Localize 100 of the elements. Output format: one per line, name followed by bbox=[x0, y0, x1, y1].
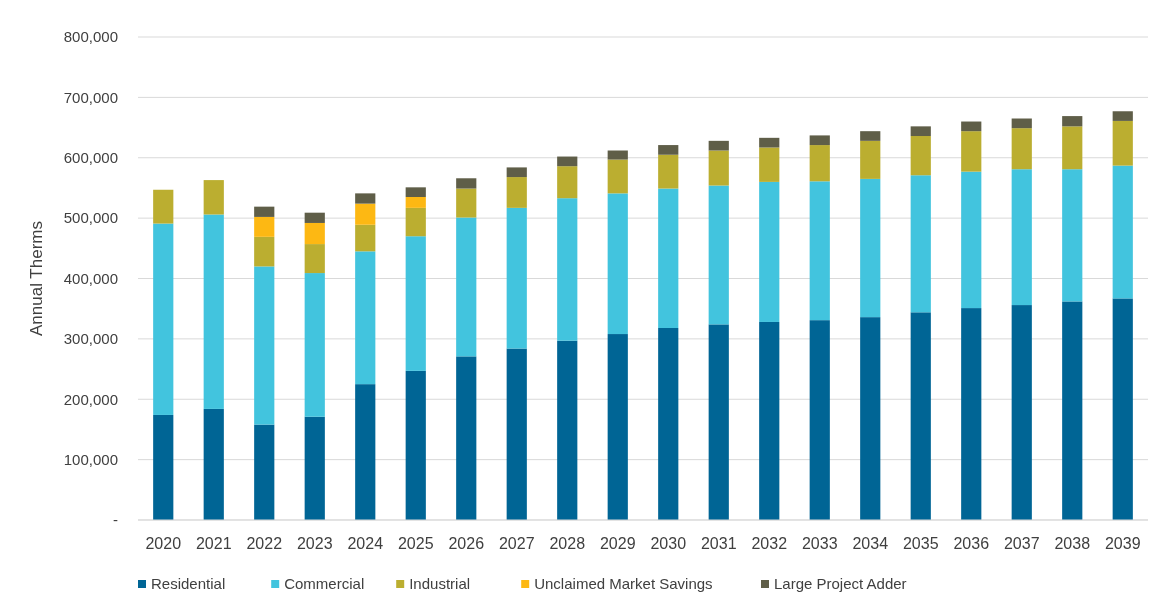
bar bbox=[708, 324, 729, 520]
bar bbox=[809, 145, 830, 182]
bar bbox=[1062, 301, 1083, 520]
bar bbox=[355, 384, 376, 520]
bar bbox=[506, 167, 527, 178]
x-tick-label: 2037 bbox=[1003, 535, 1040, 552]
bar bbox=[607, 193, 628, 335]
bar bbox=[658, 328, 679, 520]
bar bbox=[304, 212, 325, 223]
x-tick-label: 2023 bbox=[296, 535, 333, 552]
bar bbox=[910, 136, 931, 176]
bar bbox=[355, 203, 376, 225]
bar bbox=[809, 135, 830, 146]
bar bbox=[557, 198, 578, 341]
bar bbox=[405, 196, 426, 208]
bar bbox=[1011, 169, 1032, 306]
y-tick-label: 400,000 bbox=[63, 269, 118, 287]
bar bbox=[860, 178, 881, 318]
bar bbox=[1062, 116, 1083, 127]
bar bbox=[254, 216, 275, 237]
bar bbox=[961, 171, 982, 309]
legend-label: Residential bbox=[151, 575, 226, 592]
bar bbox=[405, 370, 426, 520]
y-tick-label: - bbox=[113, 511, 118, 529]
bar bbox=[153, 414, 174, 520]
bar bbox=[860, 317, 881, 520]
bar bbox=[203, 408, 224, 520]
bar bbox=[1011, 128, 1032, 170]
bar bbox=[1112, 165, 1133, 299]
bar bbox=[759, 181, 780, 322]
x-tick-label: 2022 bbox=[246, 535, 283, 552]
bar bbox=[1112, 120, 1133, 166]
bar bbox=[456, 188, 477, 218]
x-tick-label: 2025 bbox=[397, 535, 434, 552]
x-tick-label: 2027 bbox=[498, 535, 535, 552]
bar bbox=[304, 273, 325, 417]
x-tick-label: 2030 bbox=[650, 535, 687, 552]
bar bbox=[405, 187, 426, 197]
bar bbox=[153, 223, 174, 415]
bar bbox=[203, 180, 224, 215]
bar bbox=[355, 251, 376, 385]
x-tick-label: 2020 bbox=[145, 535, 182, 552]
x-tick-label: 2026 bbox=[448, 535, 485, 552]
bar bbox=[658, 154, 679, 189]
x-tick-label: 2031 bbox=[700, 535, 737, 552]
bar bbox=[355, 224, 376, 252]
bar bbox=[961, 308, 982, 520]
bar bbox=[456, 217, 477, 357]
y-tick-label: 100,000 bbox=[63, 450, 118, 468]
x-tick-label: 2028 bbox=[549, 535, 586, 552]
bar bbox=[557, 166, 578, 199]
legend-label: Commercial bbox=[284, 575, 365, 592]
bar bbox=[1011, 118, 1032, 129]
bar bbox=[961, 131, 982, 172]
x-tick-label: 2021 bbox=[195, 535, 232, 552]
bar bbox=[809, 181, 830, 321]
y-tick-label: 600,000 bbox=[63, 149, 118, 166]
bar bbox=[405, 236, 426, 371]
x-tick-label: 2029 bbox=[599, 535, 636, 552]
x-tick-label: 2039 bbox=[1104, 535, 1141, 552]
bar bbox=[1112, 298, 1133, 520]
bar bbox=[708, 150, 729, 186]
bar bbox=[254, 236, 275, 267]
x-tick-label: 2035 bbox=[902, 535, 939, 552]
bar bbox=[607, 159, 628, 194]
bar bbox=[759, 147, 780, 182]
bar bbox=[456, 356, 477, 520]
bar bbox=[910, 312, 931, 520]
bar bbox=[304, 416, 325, 520]
bar bbox=[607, 334, 628, 520]
y-tick-label: 300,000 bbox=[63, 330, 118, 348]
bar bbox=[355, 193, 376, 204]
bar bbox=[910, 175, 931, 313]
bar bbox=[557, 340, 578, 520]
bar bbox=[759, 321, 780, 520]
bar bbox=[254, 266, 275, 425]
legend-label: Unclaimed Market Savings bbox=[534, 575, 713, 592]
x-tick-label: 2032 bbox=[751, 535, 788, 552]
bar bbox=[708, 140, 729, 151]
bar bbox=[658, 145, 679, 155]
bar bbox=[759, 137, 780, 148]
bar bbox=[557, 156, 578, 167]
bar bbox=[1062, 126, 1083, 170]
bar bbox=[658, 188, 679, 329]
bar bbox=[304, 222, 325, 245]
bar bbox=[708, 185, 729, 325]
x-tick-label: 2033 bbox=[801, 535, 838, 552]
bar bbox=[910, 126, 931, 137]
bar bbox=[607, 150, 628, 160]
legend-label: Industrial bbox=[409, 575, 471, 592]
bar bbox=[860, 131, 881, 141]
bar bbox=[203, 214, 224, 409]
bar bbox=[809, 320, 830, 520]
y-tick-label: 500,000 bbox=[63, 209, 118, 227]
x-tick-label: 2024 bbox=[347, 535, 384, 552]
y-axis-title: Annual Therms bbox=[27, 221, 46, 336]
bar bbox=[506, 348, 527, 520]
bar bbox=[304, 244, 325, 274]
bar bbox=[506, 177, 527, 208]
legend-label: Large Project Adder bbox=[774, 575, 907, 592]
